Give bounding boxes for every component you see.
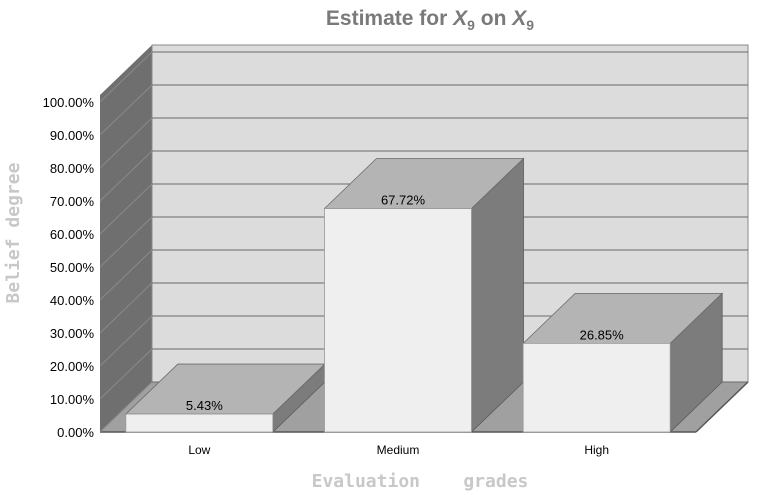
gridline-wall — [99, 216, 153, 268]
gridline-wall — [99, 84, 153, 136]
y-tick-label: 60.00% — [50, 227, 95, 242]
bar — [324, 208, 472, 433]
x-tick-label: Medium — [377, 443, 420, 457]
data-label: 26.85% — [580, 327, 625, 342]
x-axis-title: Evaluation grades — [312, 471, 529, 492]
gridline-wall — [99, 282, 153, 334]
gridline-wall — [99, 348, 153, 400]
y-tick-label: 30.00% — [50, 326, 95, 341]
y-tick-label: 90.00% — [50, 128, 95, 143]
y-axis-title: Belief degree — [3, 162, 24, 303]
gridline-wall — [99, 117, 153, 169]
y-tick-label: 50.00% — [50, 260, 95, 275]
gridline-wall — [99, 249, 153, 301]
chart-title: Estimate for X9 on X9 — [326, 7, 534, 33]
x-axis-categories: Low Medium High — [188, 443, 609, 457]
bars — [124, 157, 724, 433]
data-labels: 5.43% 67.72% 26.85% — [186, 193, 624, 414]
y-tick-label: 40.00% — [50, 293, 95, 308]
x-tick-label: High — [584, 443, 609, 457]
gridline-wall — [99, 51, 153, 103]
y-tick-label: 70.00% — [50, 194, 95, 209]
gridline-wall — [99, 381, 153, 433]
bar — [522, 342, 671, 433]
gridline-wall — [99, 315, 153, 367]
y-tick-label: 20.00% — [50, 359, 95, 374]
y-axis-ticks: 0.00% 10.00% 20.00% 30.00% 40.00% 50.00% 60.00… — [43, 95, 95, 440]
y-tick-label: 0.00% — [57, 425, 94, 440]
x-tick-label: Low — [188, 443, 210, 457]
gridline-wall — [99, 150, 153, 202]
floor-right-edge — [695, 381, 749, 433]
y-tick-label: 10.00% — [50, 392, 95, 407]
gridline-wall — [99, 183, 153, 235]
y-tick-label: 100.00% — [43, 95, 95, 110]
left-wall — [100, 45, 152, 432]
data-label: 5.43% — [186, 398, 223, 413]
data-label: 67.72% — [381, 193, 426, 208]
y-tick-label: 80.00% — [50, 161, 95, 176]
bar — [125, 413, 274, 433]
